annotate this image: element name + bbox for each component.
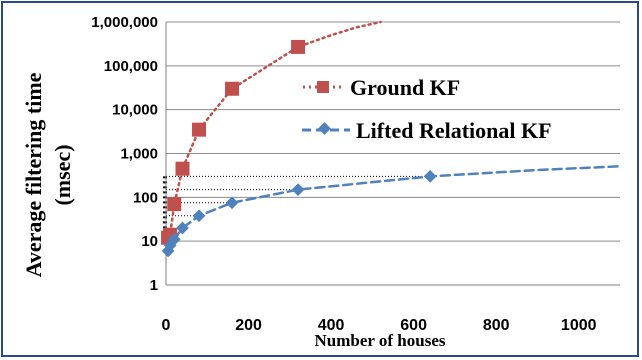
legend-lifted-kf-marker: [318, 122, 331, 135]
y-tick-label: 100,000: [104, 58, 158, 75]
data-point-lifted-kf: [176, 221, 189, 235]
y-tick-label: 10: [141, 233, 158, 250]
legend: Ground KF Lifted Relational KF: [302, 75, 552, 143]
y-tick-label: 1: [150, 277, 158, 294]
data-point-ground-kf: [175, 161, 190, 176]
data-point-lifted-kf: [192, 209, 206, 223]
x-tick-label: 600: [400, 317, 427, 334]
legend-lifted-kf-label: Lifted Relational KF: [356, 118, 552, 143]
data-point-lifted-kf: [423, 170, 437, 183]
x-axis-title: Number of houses: [315, 331, 446, 350]
series-line-1: [166, 165, 622, 253]
data-point-lifted-kf: [167, 232, 181, 246]
x-tick-label: 400: [318, 317, 345, 334]
x-tick-label: 200: [235, 317, 262, 334]
y-axis-title-line2: (msec): [50, 144, 75, 205]
y-tick-label: 10,000: [112, 102, 158, 119]
series-line-0: [166, 20, 382, 239]
y-axis-title-line1: Average filtering time: [21, 72, 46, 277]
x-tick-label: 1000: [561, 317, 597, 334]
y-tick-label: 100: [133, 189, 158, 206]
data-point-ground-kf: [225, 81, 240, 96]
legend-ground-kf-label: Ground KF: [350, 75, 460, 100]
data-point-ground-kf: [291, 39, 306, 54]
grid-layer: [166, 21, 620, 242]
x-tick-label: 800: [483, 317, 510, 334]
data-point-ground-kf: [192, 122, 207, 137]
data-point-lifted-kf: [225, 196, 239, 210]
data-point-ground-kf: [167, 197, 182, 212]
y-tick-label: 1,000: [120, 146, 158, 163]
y-tick-label: 1,000,000: [91, 14, 158, 31]
series-layer: [161, 20, 622, 258]
legend-ground-kf-marker: [317, 81, 329, 93]
x-tick-label: 0: [162, 317, 171, 334]
data-point-lifted-kf: [291, 183, 305, 196]
ticks-layer: 1 10 100 1,000 10,000 100,000 1,000,000 0 200 400…: [91, 14, 596, 334]
